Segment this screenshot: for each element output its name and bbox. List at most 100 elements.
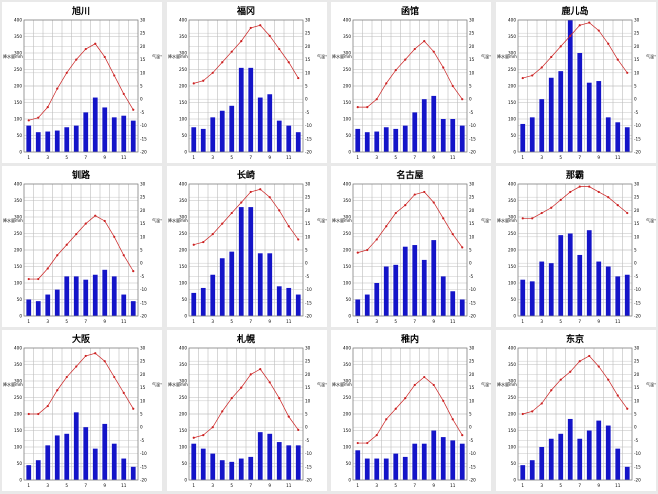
y2-tick-label: -10 (634, 451, 641, 456)
y-axis-label: 降水量mm (332, 381, 352, 387)
precipitation-bar (374, 131, 380, 152)
precipitation-bar (219, 110, 225, 152)
climate-chart: 福冈降水量mm气温℃050100150200250300350400-20-15… (168, 5, 327, 160)
precipitation-bar (440, 437, 446, 480)
chart-title: 福冈 (236, 5, 255, 17)
precipitation-bar (286, 445, 292, 480)
precipitation-bar (248, 67, 254, 152)
temperature-point (211, 233, 214, 236)
y-tick-label: 400 (508, 346, 516, 351)
y2-tick-label: 10 (140, 234, 146, 239)
precipitation-bar (548, 263, 554, 316)
x-tick-label: 11 (121, 483, 127, 488)
y2-tick-label: 20 (469, 208, 475, 213)
y-tick-label: 200 (179, 412, 187, 417)
precipitation-bar (200, 448, 206, 480)
y-axis-label: 降水量mm (3, 217, 23, 223)
precipitation-bar (229, 461, 235, 480)
temperature-point (230, 50, 233, 53)
y2-tick-label: 15 (305, 57, 311, 62)
y-axis-label: 降水量mm (332, 217, 352, 223)
x-tick-label: 3 (211, 483, 214, 488)
y-axis-label: 降水量mm (168, 381, 188, 387)
temperature-point (356, 106, 359, 109)
x-tick-label: 7 (578, 155, 581, 160)
temperature-point (375, 238, 378, 241)
plot-frame (23, 347, 139, 481)
y2-tick-label: 20 (305, 44, 311, 49)
y2-tick-label: 25 (305, 195, 311, 200)
chart-title: 鹿儿岛 (560, 5, 588, 17)
y2-tick-label: 25 (140, 359, 146, 364)
y2-tick-label: 15 (634, 221, 640, 226)
chart-panel: 钏路降水量mm气温℃050100150200250300350400-20-15… (2, 166, 162, 327)
precipitation-bar (92, 448, 98, 480)
precipitation-bar (412, 443, 418, 480)
x-tick-label: 11 (121, 319, 127, 324)
precipitation-bar (558, 433, 564, 480)
temperature-point (202, 79, 205, 82)
temperature-point (297, 76, 300, 80)
y2-tick-label: -20 (140, 150, 147, 155)
temperature-point (94, 214, 97, 217)
temperature-point (94, 42, 97, 45)
precipitation-bar (615, 276, 621, 316)
temperature-point (550, 55, 553, 59)
y-tick-label: 0 (19, 314, 22, 319)
precipitation-bar (45, 445, 51, 480)
temperature-point (230, 397, 233, 400)
x-tick-label: 7 (413, 319, 416, 324)
x-tick-label: 1 (356, 155, 359, 160)
x-tick-label: 3 (46, 483, 49, 488)
y2-axis-label: 气温℃ (152, 53, 162, 59)
x-tick-label: 1 (192, 319, 195, 324)
precipitation-bar (393, 264, 399, 316)
x-tick-label: 11 (121, 155, 127, 160)
y-tick-label: 150 (14, 100, 22, 105)
precipitation-bar (596, 81, 602, 152)
y-tick-label: 350 (343, 198, 351, 203)
y2-tick-label: -15 (305, 464, 312, 469)
y2-tick-label: 5 (305, 84, 308, 89)
y2-axis-label: 气温℃ (646, 381, 656, 387)
precipitation-bar (54, 130, 60, 152)
y-tick-label: 150 (14, 428, 22, 433)
plot-frame (517, 19, 633, 153)
y-tick-label: 250 (14, 231, 22, 236)
y2-tick-label: -15 (140, 464, 147, 469)
precipitation-bar (539, 447, 545, 480)
precipitation-bar (605, 266, 611, 316)
y-tick-label: 300 (343, 215, 351, 220)
x-tick-label: 5 (394, 319, 397, 324)
y2-tick-label: 10 (305, 70, 311, 75)
temperature-point (626, 211, 629, 215)
precipitation-bar (26, 125, 32, 152)
y-tick-label: 250 (343, 67, 351, 72)
precipitation-bar (421, 443, 427, 480)
x-tick-label: 9 (103, 483, 106, 488)
precipitation-bar (64, 276, 70, 316)
chart-title: 旭川 (71, 5, 90, 17)
precipitation-bar (383, 458, 389, 480)
temperature-point (46, 404, 49, 408)
precipitation-bar (286, 287, 292, 316)
x-tick-label: 5 (65, 483, 68, 488)
temperature-point (423, 190, 426, 194)
y2-tick-label: 20 (634, 208, 640, 213)
plot-frame (352, 183, 468, 317)
plot-frame (517, 183, 633, 317)
y2-tick-label: 25 (634, 195, 640, 200)
y2-tick-label: -20 (140, 314, 147, 319)
precipitation-bar (73, 412, 79, 480)
y-tick-label: 0 (348, 478, 351, 483)
climate-chart: 旭川降水量mm气温℃050100150200250300350400-20-15… (3, 5, 162, 160)
y2-tick-label: -15 (305, 136, 312, 141)
y2-tick-label: 20 (469, 372, 475, 377)
precipitation-bar (45, 131, 51, 152)
y-tick-label: 250 (179, 231, 187, 236)
y-tick-label: 350 (508, 198, 516, 203)
plot-frame (23, 183, 139, 317)
y2-tick-label: 20 (469, 44, 475, 49)
precipitation-bar (402, 246, 408, 316)
precipitation-bar (412, 245, 418, 316)
